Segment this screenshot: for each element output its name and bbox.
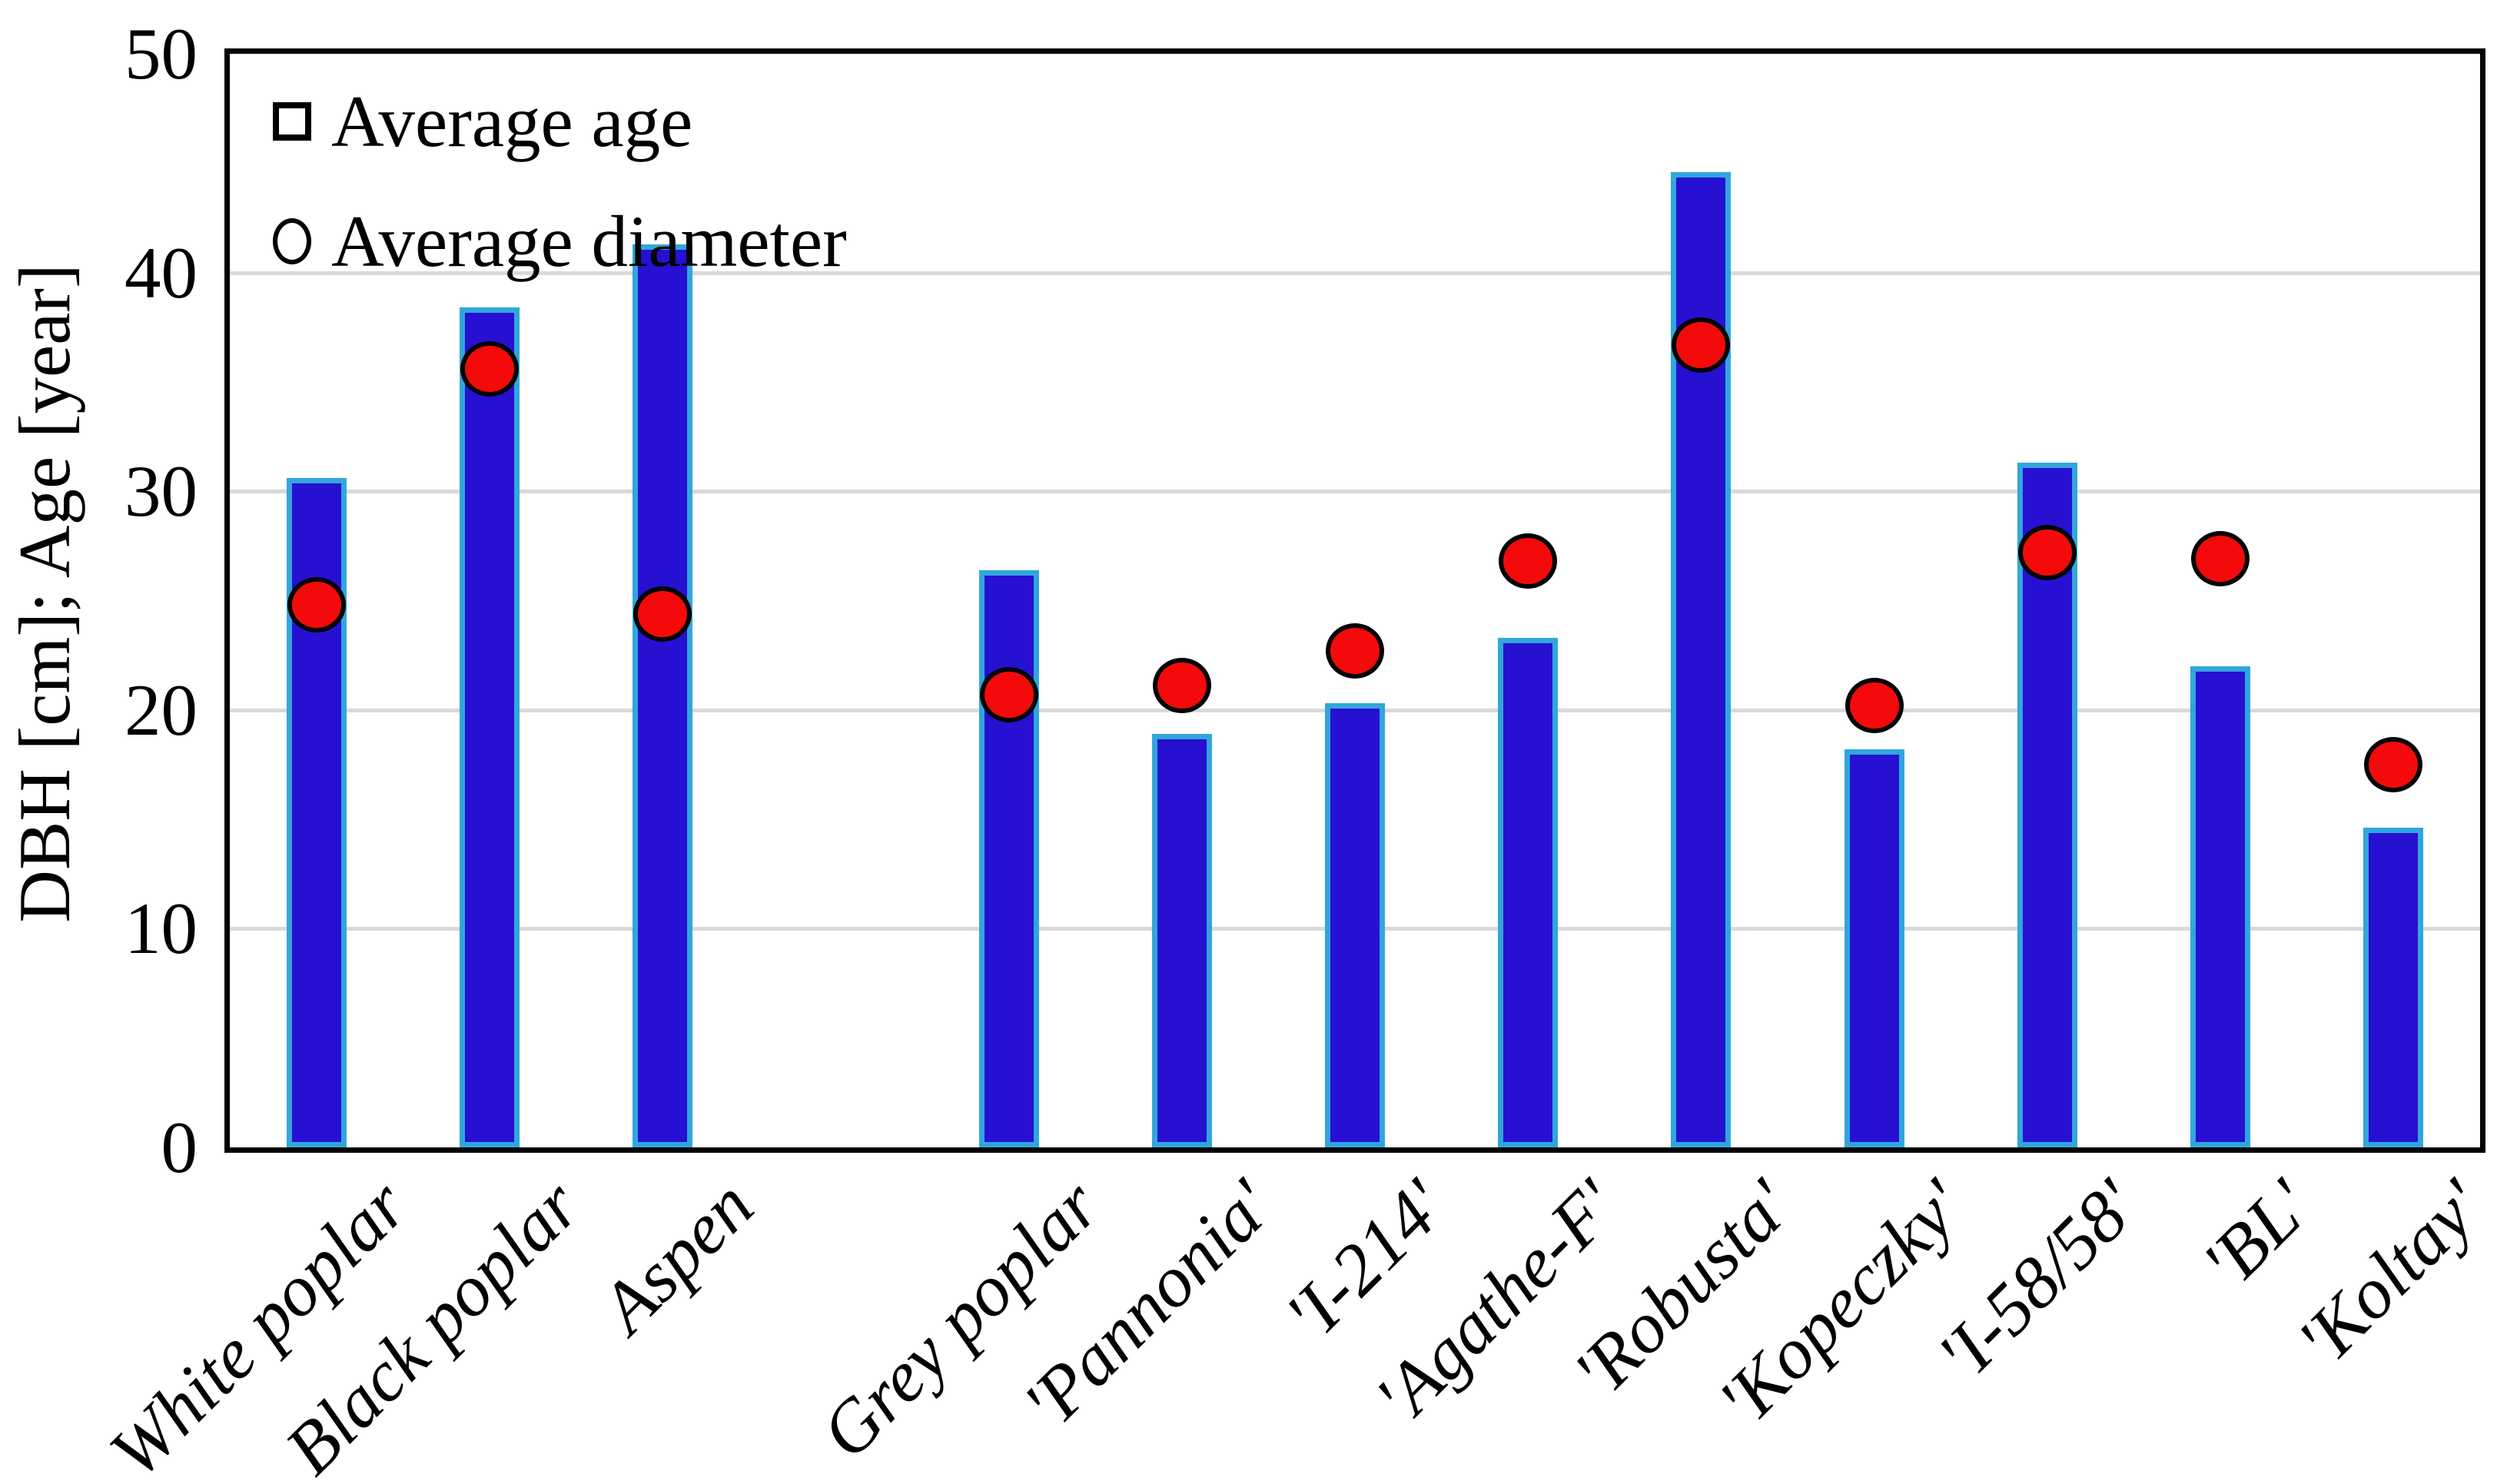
plot-area: Average age Average diameter 0 10 20 30 40 50… — [94, 14, 2497, 1484]
dot-average-diameter — [633, 586, 692, 642]
bar-average-age — [2363, 828, 2424, 1147]
gridline-40 — [230, 271, 2480, 275]
bar-average-age — [1844, 749, 1904, 1147]
dot-average-diameter — [287, 577, 346, 633]
dot-average-diameter — [460, 340, 519, 397]
legend-item-average-diameter: Average diameter — [273, 201, 847, 281]
dot-average-diameter — [979, 666, 1038, 722]
dot-average-diameter — [1326, 622, 1384, 679]
legend-circle-marker-icon — [273, 218, 311, 264]
x-tick-label: 'Koltay' — [2282, 1164, 2497, 1382]
dot-average-diameter — [2017, 524, 2077, 580]
legend-label-average-age: Average age — [331, 81, 693, 162]
y-tick-label-0: 0 — [161, 1107, 198, 1188]
y-tick-label-10: 10 — [125, 888, 198, 970]
x-tick-label: Aspen — [584, 1164, 769, 1349]
legend-square-marker-icon — [273, 102, 311, 141]
dot-average-diameter — [1152, 658, 1211, 714]
dot-average-diameter — [2364, 736, 2423, 792]
y-tick-label-40: 40 — [125, 231, 198, 314]
legend-item-average-age: Average age — [273, 81, 847, 161]
bar-average-age — [459, 307, 520, 1147]
bar-average-age — [633, 244, 693, 1147]
bar-average-age — [1498, 638, 1559, 1147]
bar-average-age — [1325, 703, 1385, 1147]
bar-average-age — [2190, 666, 2251, 1147]
y-tick-label-30: 30 — [125, 450, 198, 533]
legend-label-average-diameter: Average diameter — [331, 201, 847, 282]
gridline-30 — [230, 490, 2480, 494]
dot-average-diameter — [1845, 678, 1904, 734]
dot-average-diameter — [1499, 533, 1558, 589]
dot-average-diameter — [1672, 317, 1731, 373]
dot-average-diameter — [2191, 531, 2250, 587]
y-axis-title: DBH [cm]; Age [year] — [4, 264, 85, 923]
bar-average-age — [978, 570, 1039, 1147]
legend: Average age Average diameter — [273, 81, 847, 281]
x-tick-label: 'BL' — [2186, 1164, 2326, 1304]
bar-average-age — [1151, 734, 1212, 1147]
y-tick-label-50: 50 — [125, 13, 198, 95]
y-tick-label-20: 20 — [125, 669, 198, 751]
